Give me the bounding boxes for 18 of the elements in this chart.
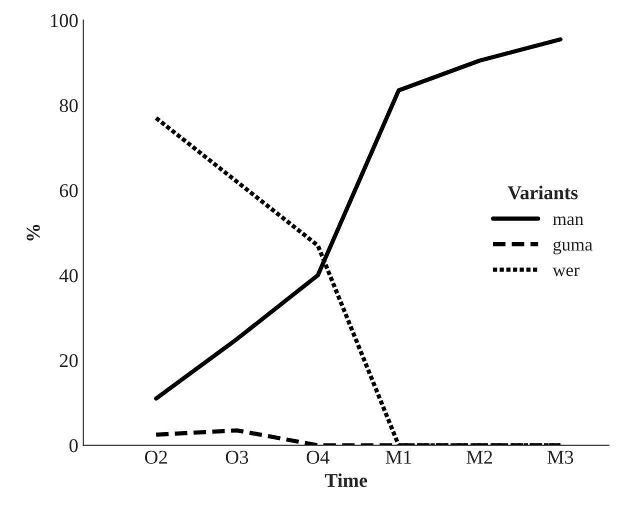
x-tick-label: O3 [226, 450, 248, 464]
x-tick-label: M2 [466, 450, 492, 464]
x-axis-title: Time [325, 473, 368, 487]
y-tick-label: 20 [60, 354, 78, 368]
x-tick-label: M3 [547, 450, 574, 464]
x-tick-label: M1 [386, 450, 412, 464]
x-tick-label: O2 [145, 450, 167, 464]
y-tick-label: 100 [51, 14, 78, 28]
legend-label: man [552, 216, 584, 226]
y-tick-label: 40 [59, 269, 78, 282]
x-tick-label: O4 [306, 450, 330, 464]
legend-title: Variants [508, 186, 578, 200]
y-tick-label: 80 [60, 99, 78, 112]
legend-label: wer [552, 268, 580, 276]
y-axis-title: % [26, 224, 40, 240]
y-tick-label: 0 [69, 439, 78, 452]
y-tick-label: 60 [60, 184, 78, 198]
legend-label: guma [553, 241, 592, 254]
